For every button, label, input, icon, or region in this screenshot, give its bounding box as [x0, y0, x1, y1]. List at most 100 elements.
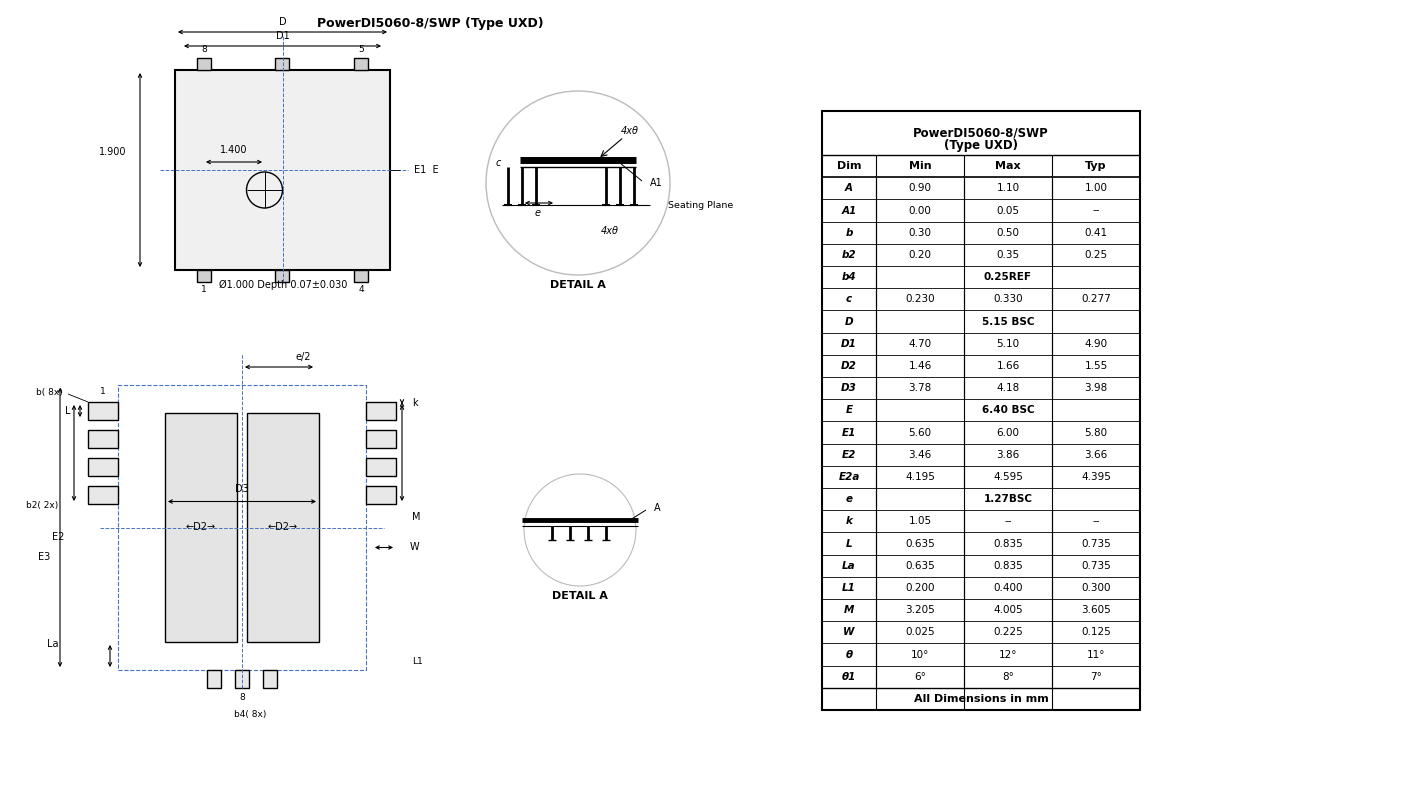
Text: 5.10: 5.10 [997, 338, 1020, 349]
Text: M: M [843, 605, 855, 615]
Bar [354, 270, 368, 282]
Text: --: -- [1092, 206, 1099, 215]
Text: Seating Plane: Seating Plane [667, 200, 733, 210]
Text: A: A [655, 503, 660, 513]
Text: Ø1.000 Depth 0.07±0.030: Ø1.000 Depth 0.07±0.030 [219, 280, 346, 290]
Bar [822, 111, 1140, 710]
Text: E2: E2 [842, 450, 856, 460]
Text: 0.277: 0.277 [1081, 294, 1110, 304]
Text: 0.50: 0.50 [997, 227, 1020, 238]
Text: DETAIL A: DETAIL A [550, 280, 606, 290]
Text: A1: A1 [650, 178, 663, 188]
Text: 6°: 6° [914, 672, 926, 681]
Text: e/2: e/2 [295, 352, 311, 362]
Text: 4xθ: 4xθ [621, 126, 639, 136]
Text: b2( 2x): b2( 2x) [26, 501, 58, 510]
Text: 0.41: 0.41 [1085, 227, 1108, 238]
Bar [366, 402, 396, 420]
Text: All Dimensions in mm: All Dimensions in mm [913, 694, 1048, 704]
Text: 0.835: 0.835 [993, 539, 1022, 548]
Text: 0.225: 0.225 [993, 627, 1022, 638]
Text: b( 8x): b( 8x) [36, 388, 62, 397]
Text: D: D [278, 17, 287, 27]
Text: e: e [845, 494, 852, 504]
Text: 4xθ: 4xθ [601, 226, 619, 236]
Text: D2: D2 [841, 361, 856, 371]
Bar [275, 58, 290, 70]
Text: Min: Min [909, 161, 932, 171]
Text: La: La [47, 639, 58, 649]
Text: D: D [845, 317, 853, 326]
Bar [165, 413, 237, 642]
Text: b2: b2 [842, 250, 856, 260]
Text: 4: 4 [358, 286, 364, 294]
Text: 3.46: 3.46 [909, 450, 932, 460]
Text: 4.005: 4.005 [993, 605, 1022, 615]
Text: 10°: 10° [910, 650, 929, 659]
Text: 5: 5 [358, 45, 364, 54]
Text: 1.05: 1.05 [909, 516, 932, 527]
Text: 0.025: 0.025 [905, 627, 934, 638]
Text: 0.20: 0.20 [909, 250, 932, 260]
Text: 8: 8 [239, 693, 244, 702]
Text: 6.40 BSC: 6.40 BSC [981, 405, 1034, 415]
Text: 1.10: 1.10 [997, 184, 1020, 193]
Bar [88, 486, 118, 504]
Text: 3.605: 3.605 [1081, 605, 1110, 615]
Text: 0.330: 0.330 [993, 294, 1022, 304]
Text: 1.00: 1.00 [1085, 184, 1108, 193]
Bar [197, 270, 212, 282]
Bar [207, 670, 222, 688]
Text: A1: A1 [842, 206, 856, 215]
Text: DETAIL A: DETAIL A [552, 591, 608, 601]
Text: k: k [412, 398, 417, 408]
Text: M: M [412, 512, 420, 523]
Bar [366, 486, 396, 504]
Text: 3.66: 3.66 [1085, 450, 1108, 460]
Text: --: -- [1092, 516, 1099, 527]
Text: E2a: E2a [838, 472, 859, 482]
Text: D1: D1 [275, 31, 290, 41]
Circle shape [486, 91, 670, 275]
Text: 1: 1 [202, 286, 207, 294]
Text: b: b [845, 227, 852, 238]
Text: 0.400: 0.400 [993, 583, 1022, 593]
Text: 1.55: 1.55 [1085, 361, 1108, 371]
Text: 3.98: 3.98 [1085, 383, 1108, 393]
Text: 0.35: 0.35 [997, 250, 1020, 260]
Text: Dim: Dim [836, 161, 862, 171]
Text: PowerDI5060-8/SWP (Type UXD): PowerDI5060-8/SWP (Type UXD) [317, 17, 544, 30]
Text: ←D2→: ←D2→ [268, 523, 298, 532]
Text: 12°: 12° [998, 650, 1017, 659]
Bar [275, 270, 290, 282]
Text: 8: 8 [202, 45, 207, 54]
Text: 6.00: 6.00 [997, 428, 1020, 437]
Text: θ: θ [845, 650, 852, 659]
Bar [247, 413, 320, 642]
Text: 0.735: 0.735 [1081, 539, 1110, 548]
Bar [175, 70, 390, 270]
Text: 0.200: 0.200 [906, 583, 934, 593]
Text: PowerDI5060-8/SWP: PowerDI5060-8/SWP [913, 126, 1049, 140]
Text: L1: L1 [842, 583, 856, 593]
Text: 5.15 BSC: 5.15 BSC [981, 317, 1034, 326]
Text: 5.80: 5.80 [1085, 428, 1108, 437]
Bar [88, 402, 118, 420]
Text: --: -- [1004, 516, 1011, 527]
Text: 4.18: 4.18 [997, 383, 1020, 393]
Text: E: E [845, 405, 852, 415]
Text: 3.78: 3.78 [909, 383, 932, 393]
Text: E3: E3 [38, 552, 50, 563]
Text: 0.25REF: 0.25REF [984, 272, 1032, 282]
Text: 3.86: 3.86 [997, 450, 1020, 460]
Text: 0.735: 0.735 [1081, 561, 1110, 571]
Text: 0.00: 0.00 [909, 206, 932, 215]
Text: 4.395: 4.395 [1081, 472, 1110, 482]
Text: E1  E: E1 E [415, 165, 439, 175]
Text: 4.595: 4.595 [993, 472, 1022, 482]
Text: 7°: 7° [1091, 672, 1102, 681]
Bar [263, 670, 277, 688]
Text: 11°: 11° [1086, 650, 1105, 659]
Text: ←D2→: ←D2→ [186, 523, 216, 532]
Text: 0.230: 0.230 [905, 294, 934, 304]
